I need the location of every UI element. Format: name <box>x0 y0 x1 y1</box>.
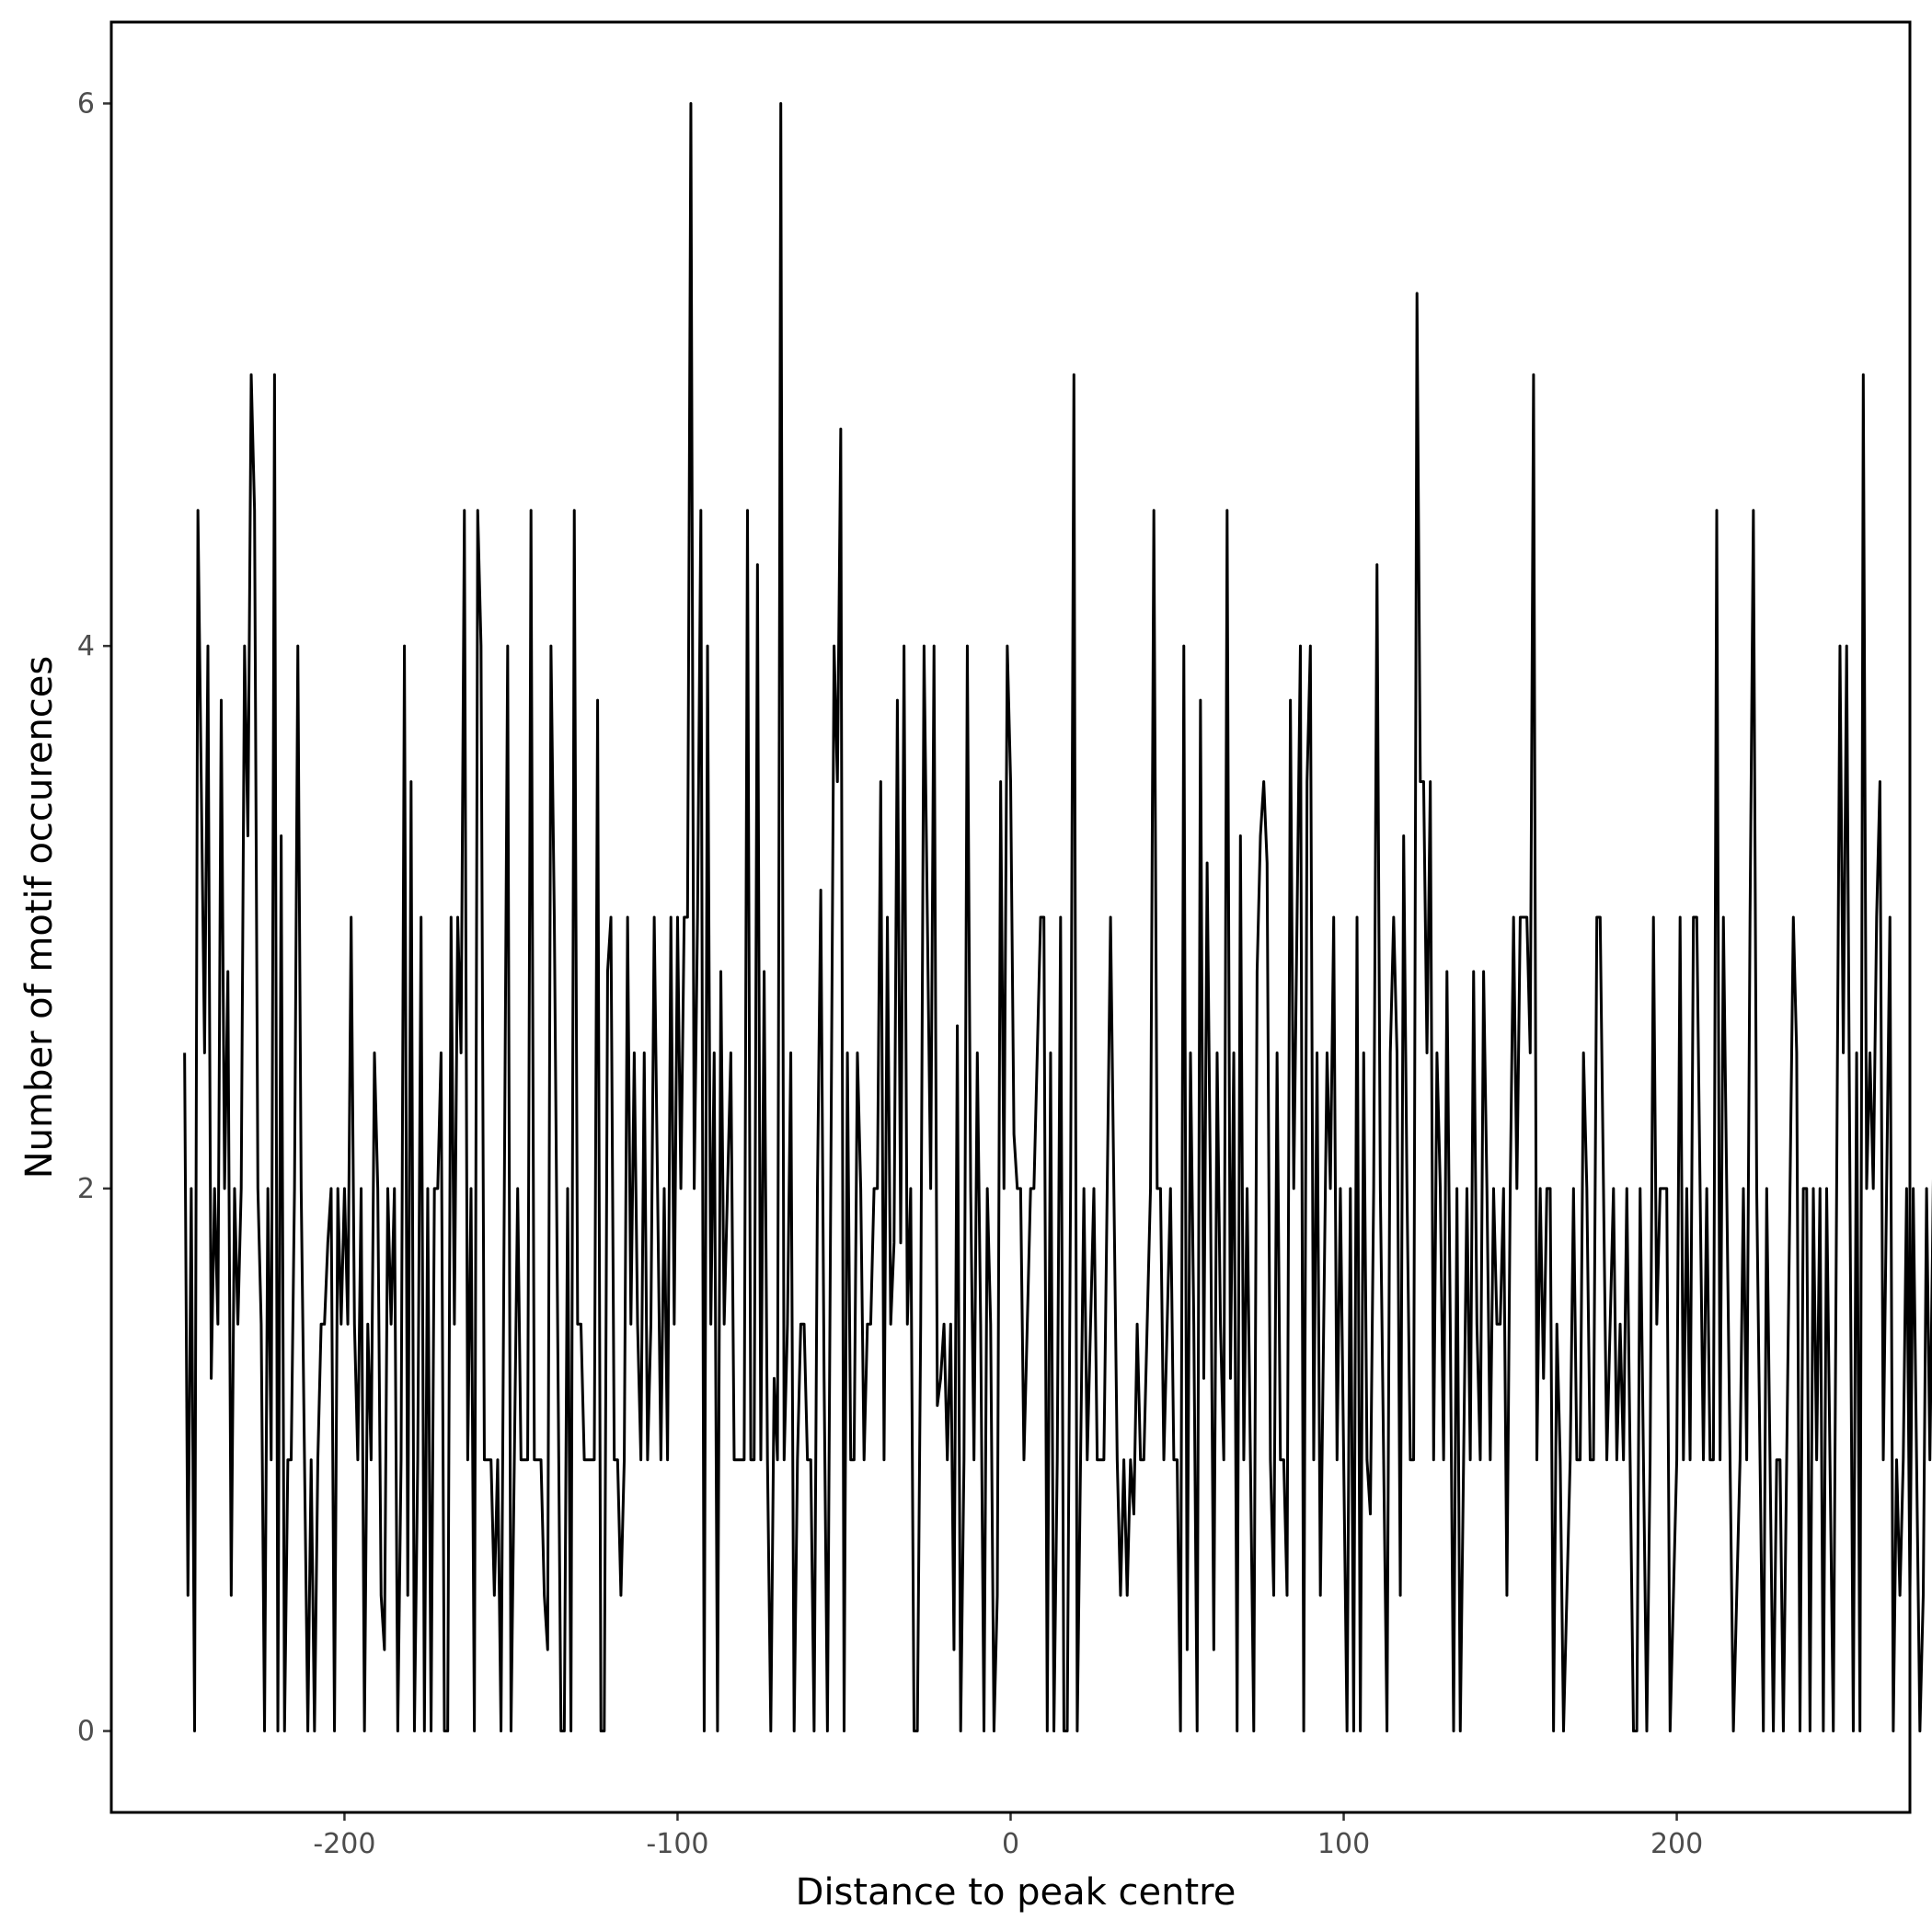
y-tick-label: 2 <box>77 1173 95 1205</box>
x-tick-label: 0 <box>1002 1828 1019 1860</box>
x-tick-label: 200 <box>1650 1828 1703 1860</box>
y-tick-label: 4 <box>77 630 95 662</box>
x-axis-title: Distance to peak centre <box>796 1871 1236 1914</box>
x-tick-label: -100 <box>646 1828 708 1860</box>
y-tick-label: 0 <box>77 1716 95 1748</box>
y-axis: 0 2 4 6 <box>77 87 111 1748</box>
panel-border <box>109 20 1912 1814</box>
x-tick-label: -200 <box>313 1828 375 1860</box>
y-axis-title: Number of motif occurences <box>18 656 61 1179</box>
y-tick-label: 6 <box>77 87 95 120</box>
x-tick-label: 100 <box>1317 1828 1370 1860</box>
plot-area <box>183 101 1932 1733</box>
series-line-0 <box>183 101 1932 1733</box>
